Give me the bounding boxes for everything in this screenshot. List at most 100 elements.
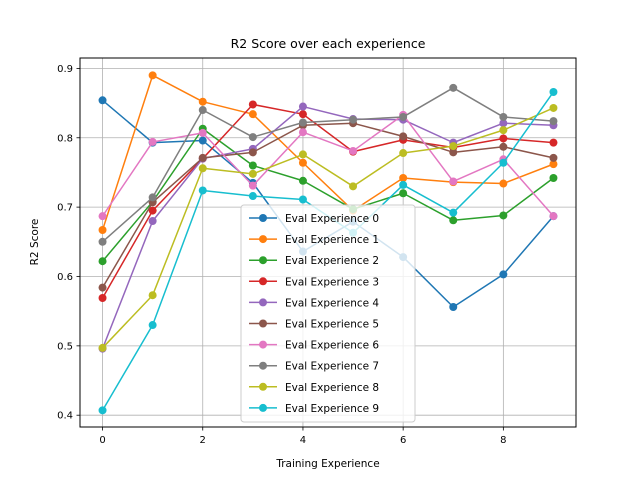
data-point [298, 176, 307, 185]
series-line [102, 87, 554, 243]
data-point [349, 146, 358, 155]
data-point [248, 192, 257, 201]
legend-label: Eval Experience 4 [285, 297, 379, 309]
series-line [101, 103, 554, 299]
legend: Eval Experience 0 Eval Experience 1 Eval E… [240, 204, 416, 423]
data-point [298, 102, 307, 111]
y-tick-label: 0.7 [57, 203, 73, 214]
data-point [248, 133, 257, 142]
legend-marker [259, 319, 267, 328]
data-point [98, 257, 107, 266]
x-tick-label: 4 [300, 435, 306, 446]
data-point [98, 226, 107, 235]
y-tick-label: 0.9 [57, 64, 73, 75]
data-point [549, 138, 558, 147]
data-point [298, 195, 307, 204]
data-point [449, 303, 458, 312]
y-tick-label: 0.8 [57, 133, 73, 144]
data-point [98, 237, 107, 246]
data-point [148, 193, 157, 202]
data-point [148, 71, 157, 80]
data-point [399, 149, 408, 158]
series-line [101, 74, 554, 231]
legend-marker [259, 214, 267, 222]
legend-label: Eval Experience 5 [285, 319, 379, 331]
legend-item: Eval Experience 8 [249, 382, 379, 394]
data-point [248, 181, 257, 190]
data-point [499, 126, 508, 135]
y-tick-label: 0.4 [57, 411, 73, 422]
series-line [101, 114, 555, 217]
data-point [449, 177, 458, 186]
plot-frame [79, 57, 577, 428]
data-point [198, 153, 207, 162]
legend-item: Eval Experience 3 [249, 276, 379, 288]
data-point [499, 134, 508, 143]
data-point [98, 212, 107, 221]
data-point [499, 211, 508, 220]
data-point [549, 117, 558, 126]
data-point [549, 173, 558, 182]
data-point [198, 106, 207, 115]
legend-item: Eval Experience 2 [249, 255, 379, 267]
data-point [549, 153, 558, 162]
legend-marker [259, 382, 267, 391]
series-line [101, 122, 554, 288]
data-point [499, 119, 508, 128]
legend-label: Eval Experience 3 [285, 276, 379, 288]
legend-marker [259, 361, 267, 370]
data-point [298, 150, 307, 159]
data-point [98, 293, 107, 302]
data-point [399, 189, 408, 198]
legend-item: Eval Experience 7 [249, 361, 379, 373]
legend-marker [259, 403, 267, 412]
data-point [148, 137, 157, 146]
x-tick-label: 6 [400, 435, 406, 446]
x-tick-label: 2 [200, 435, 206, 446]
legend-label: Eval Experience 2 [285, 255, 379, 267]
data-point [198, 186, 207, 195]
data-point [198, 128, 207, 137]
series-line [102, 107, 554, 349]
data-point [499, 158, 508, 167]
data-point [248, 161, 257, 170]
data-point [98, 283, 107, 292]
data-point [148, 206, 157, 215]
data-point [499, 142, 508, 151]
x-tick-label: 8 [500, 435, 506, 446]
legend-item: Eval Experience 0 [249, 213, 379, 225]
data-point [248, 110, 257, 119]
legend-item: Eval Experience 9 [249, 403, 379, 415]
series-line [101, 128, 554, 262]
data-point [248, 100, 257, 109]
legend-label: Eval Experience 9 [285, 403, 379, 415]
y-tick-label: 0.6 [57, 272, 73, 283]
data-point [399, 132, 408, 141]
data-point [298, 118, 307, 127]
legend-label: Eval Experience 6 [285, 340, 379, 352]
data-point [248, 148, 257, 157]
legend-marker [259, 277, 267, 286]
data-point [148, 321, 157, 330]
legend-marker [259, 235, 267, 244]
data-point [349, 115, 358, 124]
data-point [549, 160, 558, 169]
data-point [549, 87, 558, 96]
x-axis-label: Training Experience [275, 458, 379, 470]
data-point [549, 212, 558, 221]
legend-label: Eval Experience 7 [285, 361, 379, 373]
legend-item: Eval Experience 5 [249, 319, 379, 331]
data-point [148, 291, 157, 300]
data-point [98, 96, 107, 105]
data-point [349, 182, 358, 191]
legend-marker [259, 256, 267, 265]
axis-ticks: 0 2 4 6 8 0.4 0.5 0.6 0.7 0.8 0.9 [57, 64, 506, 446]
y-tick-label: 0.5 [57, 341, 73, 352]
data-point [499, 112, 508, 121]
x-tick-label: 0 [99, 435, 105, 446]
data-point [499, 179, 508, 188]
data-point [298, 128, 307, 137]
data-point [449, 83, 458, 92]
data-point [198, 97, 207, 106]
legend-item: Eval Experience 1 [249, 234, 379, 246]
